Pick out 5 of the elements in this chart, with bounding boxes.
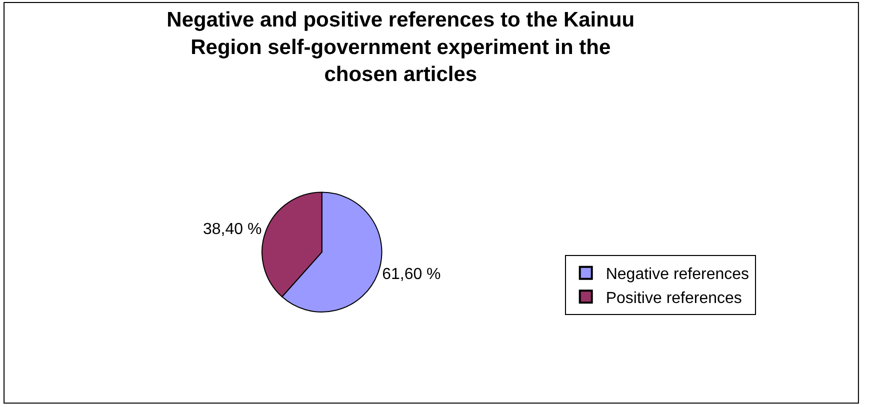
data-label: 38,40 % — [202, 221, 262, 238]
data-label: 61,60 % — [382, 266, 441, 284]
chart-title: Negative and positive references to the Kainuu Region self-government experiment in the chosen articles — [166, 8, 635, 86]
legend-label: Negative references — [606, 266, 750, 284]
legend-label: Positive references — [606, 290, 742, 307]
